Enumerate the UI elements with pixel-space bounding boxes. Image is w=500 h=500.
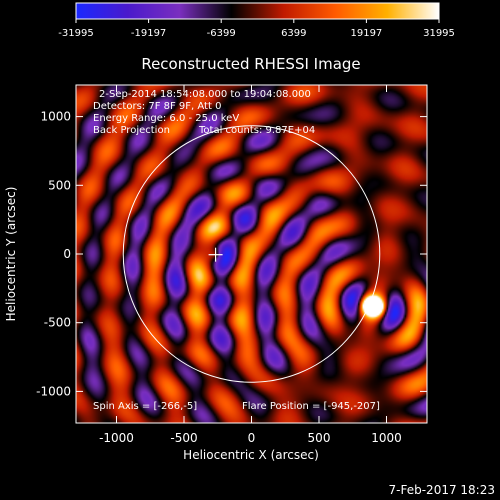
colorbar-tick-label: 31995 xyxy=(423,28,455,39)
colorbar-tick-label: -31995 xyxy=(58,28,93,39)
colorbar-ticks: -31995 -19197 -6399 6399 19197 31995 xyxy=(58,19,455,39)
y-axis-ticks: -1000 -500 0 500 1000 xyxy=(36,110,427,398)
y-tick-label: -1000 xyxy=(36,384,71,398)
x-axis-ticks: -1000 -500 0 500 1000 xyxy=(99,85,402,445)
x-tick-label: -500 xyxy=(170,431,197,445)
solar-limb-circle xyxy=(122,125,381,383)
annotation-flare-position: Flare Position = [-945,-207] xyxy=(242,401,380,412)
y-tick-label: -500 xyxy=(44,316,71,330)
x-tick-label: 500 xyxy=(308,431,331,445)
x-tick-label: 1000 xyxy=(371,431,402,445)
annotation-counts: Total counts: 9.87E+04 xyxy=(198,125,315,136)
annotation-time-range: 2-Sep-2014 18:54:08.000 to 19:04:08.000 xyxy=(99,89,311,100)
colorbar-tick-label: 19197 xyxy=(350,28,382,39)
y-tick-label: 500 xyxy=(48,178,71,192)
chart-title: Reconstructed RHESSI Image xyxy=(141,55,360,73)
x-axis-label: Heliocentric X (arcsec) xyxy=(183,448,319,462)
y-axis-label: Heliocentric Y (arcsec) xyxy=(4,187,18,322)
annotation-energy: Energy Range: 6.0 - 25.0 keV xyxy=(93,113,239,124)
colorbar-fill xyxy=(75,2,440,20)
annotation-method: Back Projection xyxy=(93,125,170,136)
spin-axis-marker xyxy=(208,247,223,262)
annotation-spin-axis: Spin Axis = [-266,-5] xyxy=(93,401,197,412)
colorbar: -31995 -19197 -6399 6399 19197 31995 xyxy=(58,2,455,39)
footer-timestamp: 7-Feb-2017 18:23 xyxy=(389,483,495,497)
x-tick-label: -1000 xyxy=(99,431,134,445)
colorbar-tick-label: 6399 xyxy=(281,28,306,39)
y-tick-label: 0 xyxy=(63,247,71,261)
x-tick-label: 0 xyxy=(248,431,256,445)
colorbar-tick-label: -6399 xyxy=(207,28,236,39)
y-tick-label: 1000 xyxy=(40,110,71,124)
colorbar-tick-label: -19197 xyxy=(131,28,166,39)
annotation-detectors: Detectors: 7F 8F 9F, Att 0 xyxy=(93,101,221,112)
plot-area: -1000 -500 0 500 1000 -1000 -500 0 500 1000 2-Se… xyxy=(36,84,428,445)
heatmap-image xyxy=(76,85,427,423)
